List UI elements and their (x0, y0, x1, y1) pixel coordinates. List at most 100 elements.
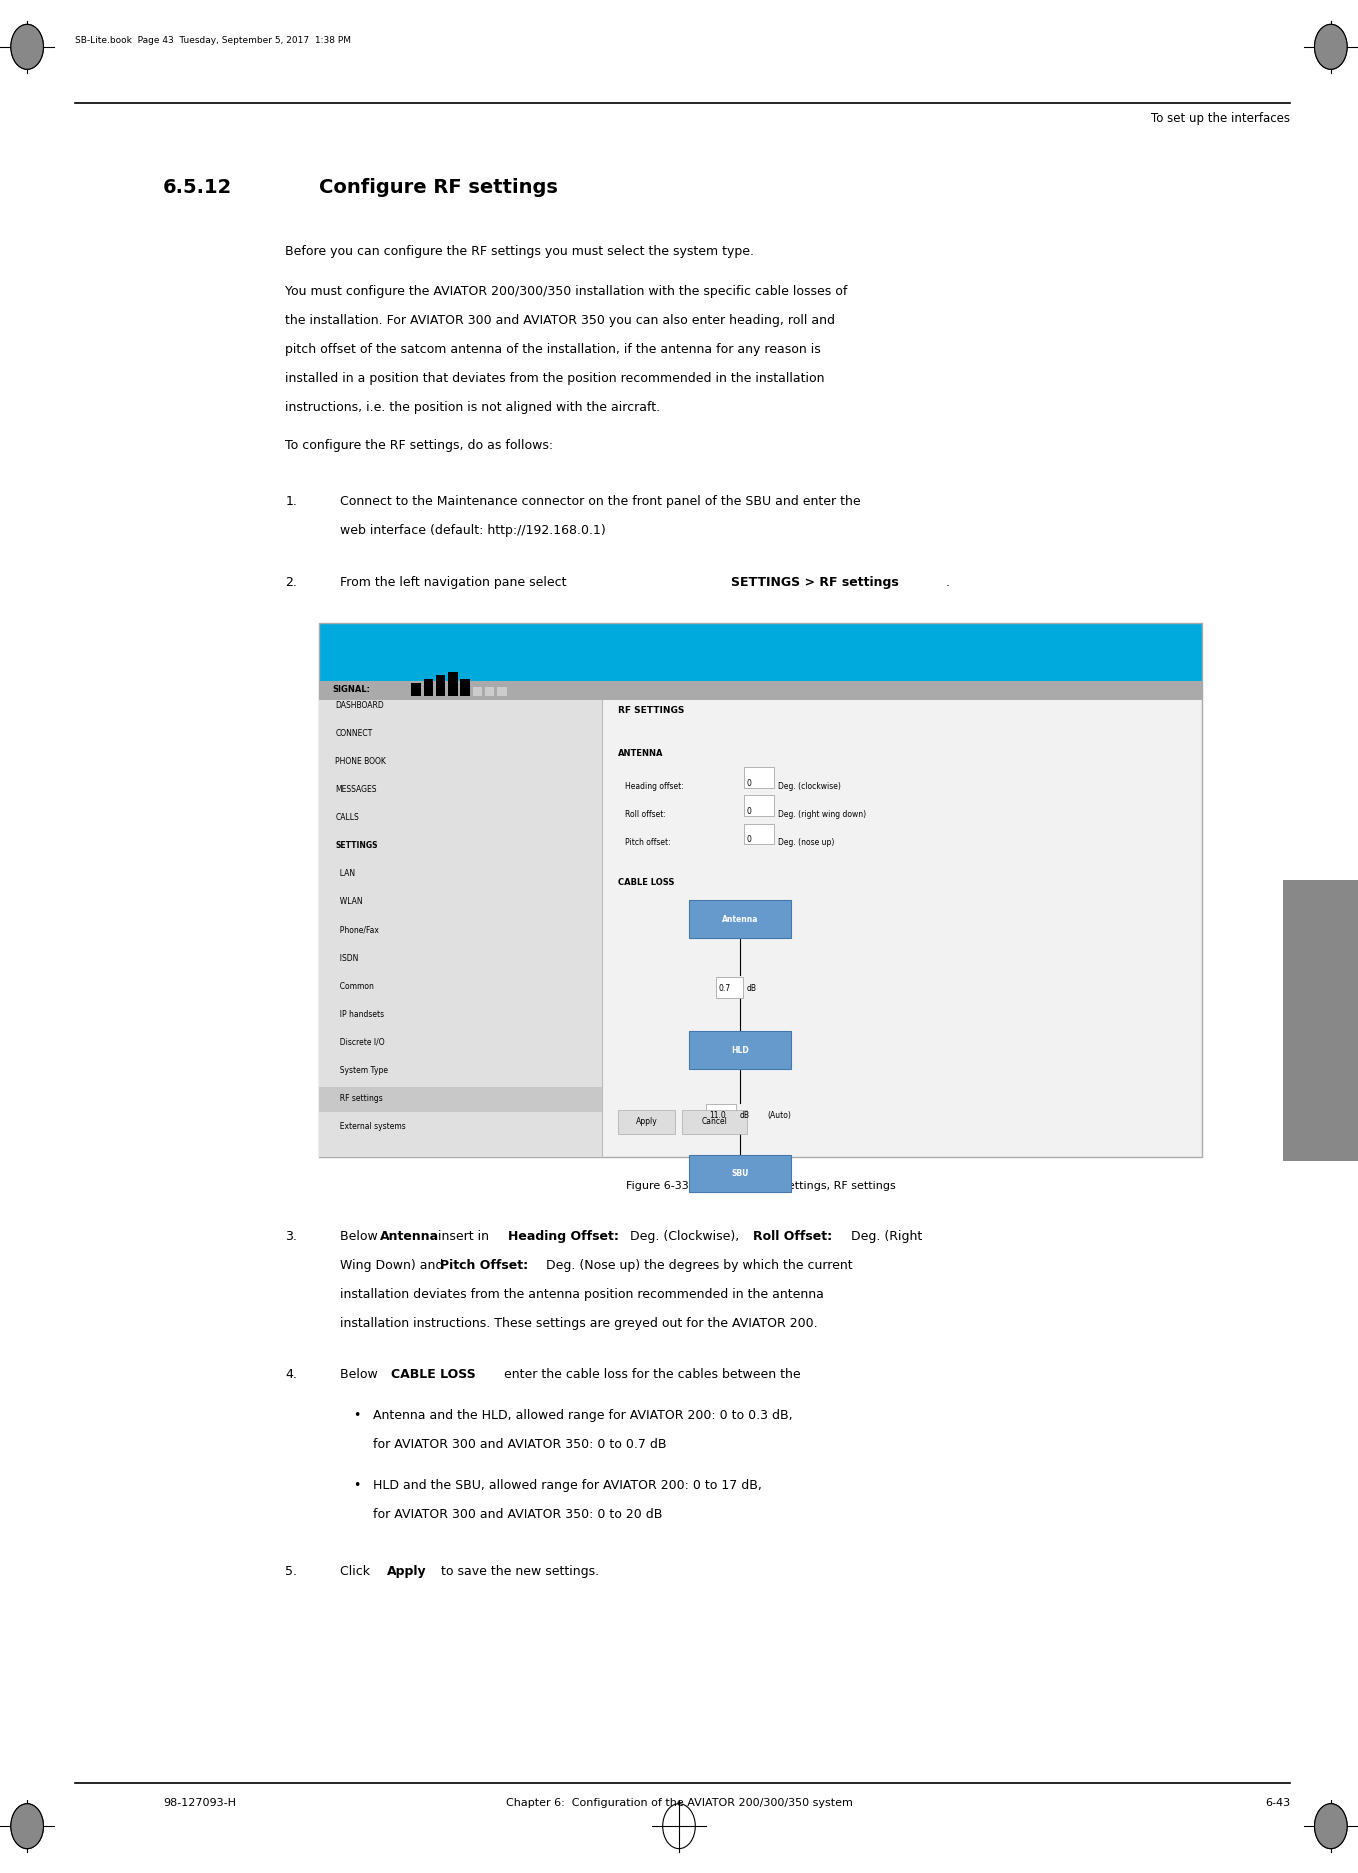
Text: Discrete I/O: Discrete I/O (335, 1038, 386, 1047)
Text: Pitch offset:: Pitch offset: (625, 839, 671, 847)
Text: SETTINGS: SETTINGS (335, 841, 378, 850)
Text: Deg. (Right: Deg. (Right (847, 1229, 922, 1242)
Text: Heading offset:: Heading offset: (625, 783, 683, 790)
Circle shape (11, 1804, 43, 1849)
Text: CALLS: CALLS (335, 813, 359, 822)
FancyBboxPatch shape (497, 687, 507, 697)
Text: 2.: 2. (285, 575, 297, 588)
Text: Below: Below (340, 1367, 382, 1380)
Text: Common: Common (335, 981, 375, 991)
Text: ISDN: ISDN (335, 953, 359, 963)
Text: Figure 6-33: Web interface: Settings, RF settings: Figure 6-33: Web interface: Settings, RF… (626, 1180, 895, 1191)
Text: 6-43: 6-43 (1264, 1798, 1290, 1807)
FancyBboxPatch shape (319, 682, 1202, 701)
Text: installation instructions. These settings are greyed out for the AVIATOR 200.: installation instructions. These setting… (340, 1317, 818, 1330)
Text: Deg. (right wing down): Deg. (right wing down) (778, 811, 866, 819)
Text: HLD: HLD (731, 1045, 750, 1054)
Text: IP handsets: IP handsets (335, 1010, 384, 1019)
Text: SBU: SBU (732, 1169, 748, 1178)
Text: DASHBOARD: DASHBOARD (335, 701, 384, 710)
Text: to save the new settings.: to save the new settings. (437, 1564, 599, 1577)
Text: Antenna: Antenna (722, 914, 758, 923)
Text: Deg. (nose up): Deg. (nose up) (778, 839, 835, 847)
Text: enter the cable loss for the cables between the: enter the cable loss for the cables betw… (500, 1367, 800, 1380)
FancyBboxPatch shape (460, 680, 470, 697)
Text: 6.5.12: 6.5.12 (163, 178, 232, 197)
FancyBboxPatch shape (424, 680, 433, 697)
Text: 1.: 1. (285, 494, 297, 508)
Circle shape (1315, 24, 1347, 69)
Text: (Auto): (Auto) (767, 1111, 792, 1120)
Text: Deg. (Clockwise),: Deg. (Clockwise), (626, 1229, 743, 1242)
Text: Deg. (Nose up) the degrees by which the current: Deg. (Nose up) the degrees by which the … (542, 1259, 853, 1272)
Text: Before you can configure the RF settings you must select the system type.: Before you can configure the RF settings… (285, 245, 754, 258)
Text: •: • (353, 1478, 360, 1491)
Text: for AVIATOR 300 and AVIATOR 350: 0 to 0.7 dB: for AVIATOR 300 and AVIATOR 350: 0 to 0.… (373, 1438, 667, 1452)
Text: SB-Lite.book  Page 43  Tuesday, September 5, 2017  1:38 PM: SB-Lite.book Page 43 Tuesday, September … (75, 36, 350, 45)
FancyBboxPatch shape (411, 684, 421, 697)
Text: SETTINGS > RF settings: SETTINGS > RF settings (731, 575, 899, 588)
Text: 0.7: 0.7 (718, 983, 731, 993)
FancyBboxPatch shape (690, 1156, 790, 1193)
Text: RF settings: RF settings (335, 1094, 383, 1103)
FancyBboxPatch shape (319, 1088, 602, 1113)
FancyBboxPatch shape (618, 1109, 675, 1133)
Text: System Type: System Type (335, 1066, 388, 1075)
Text: HLD and the SBU, allowed range for AVIATOR 200: 0 to 17 dB,: HLD and the SBU, allowed range for AVIAT… (373, 1478, 762, 1491)
Text: RF SETTINGS: RF SETTINGS (618, 706, 684, 714)
Text: MESSAGES: MESSAGES (335, 785, 378, 794)
FancyBboxPatch shape (319, 701, 602, 1156)
Text: LAN: LAN (335, 869, 356, 878)
FancyBboxPatch shape (716, 978, 743, 998)
Text: Apply: Apply (387, 1564, 426, 1577)
Text: Wing Down) and: Wing Down) and (340, 1259, 447, 1272)
Text: 5.: 5. (285, 1564, 297, 1577)
Text: Antenna: Antenna (380, 1229, 439, 1242)
Text: WLAN: WLAN (335, 897, 363, 907)
Text: 3.: 3. (285, 1229, 297, 1242)
Text: insert in: insert in (435, 1229, 493, 1242)
Text: 11.0: 11.0 (709, 1111, 725, 1120)
Text: .: . (945, 575, 949, 588)
Text: pitch offset of the satcom antenna of the installation, if the antenna for any r: pitch offset of the satcom antenna of th… (285, 343, 822, 356)
Text: Connect to the Maintenance connector on the front panel of the SBU and enter the: Connect to the Maintenance connector on … (340, 494, 860, 508)
FancyBboxPatch shape (682, 1109, 747, 1133)
Text: Configure RF settings: Configure RF settings (319, 178, 558, 197)
Text: 0: 0 (747, 835, 752, 843)
Text: To set up the interfaces: To set up the interfaces (1152, 112, 1290, 125)
Text: ANTENNA: ANTENNA (618, 749, 664, 757)
Text: installation deviates from the antenna position recommended in the antenna: installation deviates from the antenna p… (340, 1287, 823, 1300)
Text: installed in a position that deviates from the position recommended in the insta: installed in a position that deviates fr… (285, 371, 824, 384)
Text: Antenna and the HLD, allowed range for AVIATOR 200: 0 to 0.3 dB,: Antenna and the HLD, allowed range for A… (373, 1408, 793, 1422)
Text: 0: 0 (747, 779, 752, 787)
Text: You must configure the AVIATOR 200/300/350 installation with the specific cable : You must configure the AVIATOR 200/300/3… (285, 285, 847, 298)
Text: instructions, i.e. the position is not aligned with the aircraft.: instructions, i.e. the position is not a… (285, 401, 660, 414)
FancyBboxPatch shape (744, 768, 774, 789)
Text: 98-127093-H: 98-127093-H (163, 1798, 236, 1807)
Text: web interface (default: http://192.168.0.1): web interface (default: http://192.168.0… (340, 524, 606, 538)
Text: for AVIATOR 300 and AVIATOR 350: 0 to 20 dB: for AVIATOR 300 and AVIATOR 350: 0 to 20… (373, 1508, 663, 1521)
Text: Apply: Apply (636, 1118, 657, 1126)
Text: the installation. For AVIATOR 300 and AVIATOR 350 you can also enter heading, ro: the installation. For AVIATOR 300 and AV… (285, 313, 835, 326)
Text: External systems: External systems (335, 1122, 406, 1131)
Text: From the left navigation pane select: From the left navigation pane select (340, 575, 570, 588)
Circle shape (11, 24, 43, 69)
Text: Heading Offset:: Heading Offset: (508, 1229, 619, 1242)
Circle shape (1315, 1804, 1347, 1849)
Text: Phone/Fax: Phone/Fax (335, 925, 379, 935)
Text: Chapter 6:  Configuration of the AVIATOR 200/300/350 system: Chapter 6: Configuration of the AVIATOR … (505, 1798, 853, 1807)
Text: Cancel: Cancel (701, 1118, 728, 1126)
FancyBboxPatch shape (319, 622, 1202, 682)
FancyBboxPatch shape (448, 672, 458, 697)
Text: To configure the RF settings, do as follows:: To configure the RF settings, do as foll… (285, 438, 553, 451)
Text: Deg. (clockwise): Deg. (clockwise) (778, 783, 841, 790)
Text: 4.: 4. (285, 1367, 297, 1380)
FancyBboxPatch shape (1283, 880, 1358, 1161)
FancyBboxPatch shape (485, 687, 494, 697)
FancyBboxPatch shape (744, 796, 774, 817)
Text: 0: 0 (747, 807, 752, 815)
Text: Click: Click (340, 1564, 373, 1577)
Text: PHONE BOOK: PHONE BOOK (335, 757, 386, 766)
Text: •: • (353, 1408, 360, 1422)
FancyBboxPatch shape (706, 1105, 736, 1126)
